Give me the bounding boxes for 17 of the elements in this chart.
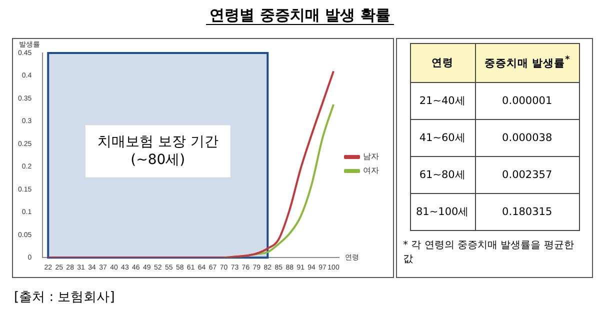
text: 연령 <box>410 44 476 82</box>
text: 0.180315 <box>475 194 579 230</box>
chart-title: 연령별 중증치매 발생 확률 <box>206 6 394 25</box>
text: 0.000038 <box>475 120 579 156</box>
category-label: 21~40세 <box>410 82 476 120</box>
text: * 각 연령의 중증치매 발생률을 평균한 값 <box>403 239 575 266</box>
text: 중증치매 발생률$^{*}$ <box>475 44 579 82</box>
text: [출처 : 보험회사] <box>14 289 115 306</box>
legend-label: 남자 <box>363 152 379 162</box>
band-label: 치매보험 보장 기간 (~80세) <box>97 134 218 168</box>
legend-label: 여자 <box>363 166 379 176</box>
text: 0.002357 <box>475 156 579 194</box>
line-series <box>47 70 335 258</box>
text: 0.000001 <box>475 82 579 120</box>
category-label: 41~60세 <box>410 120 476 156</box>
category-label: 61~80세 <box>410 156 476 194</box>
category-label: 81~100세 <box>410 194 476 230</box>
